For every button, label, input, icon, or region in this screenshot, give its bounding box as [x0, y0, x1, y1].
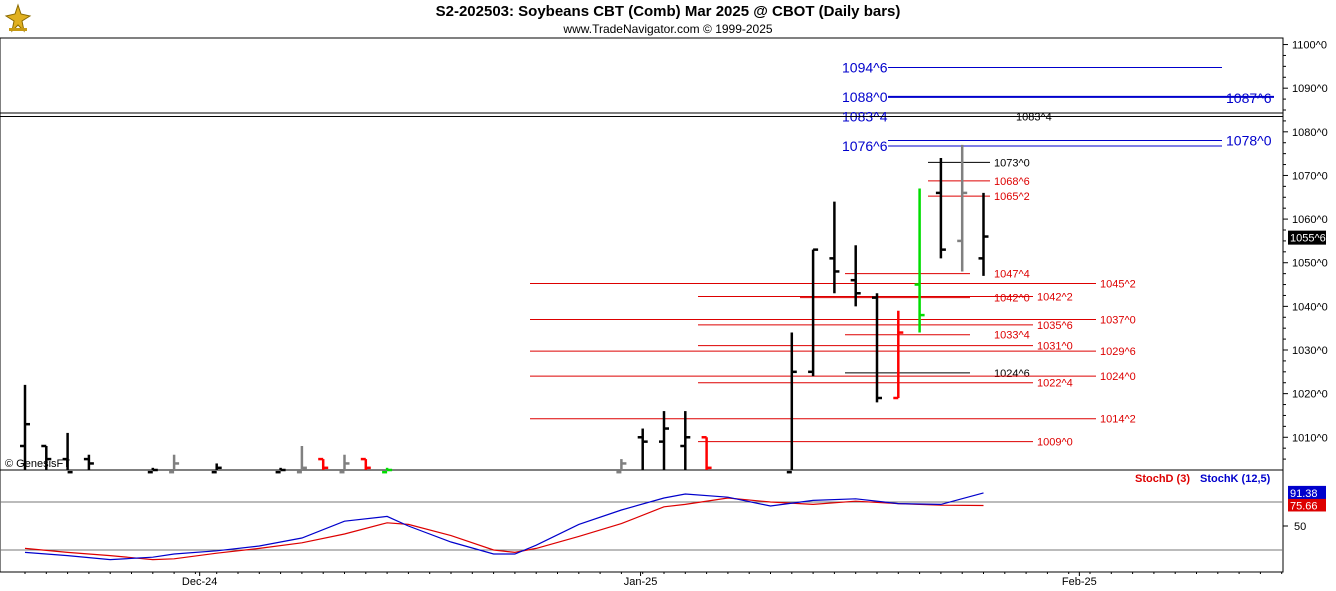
- stoch-series-line: [24, 497, 984, 561]
- price-axis: 1010^0 1020^0 1030^0 1040^0 1050^0 1060^0 1070…: [1282, 38, 1328, 572]
- x-tick-label: Feb-25: [1062, 576, 1097, 588]
- y-tick-label: 1050^0: [1292, 258, 1328, 270]
- level-label: 1014^2: [1100, 414, 1136, 426]
- level-label: 1022^4: [1037, 378, 1073, 390]
- genesis-logo-icon: [4, 3, 32, 33]
- level-label: 1024^6: [994, 368, 1030, 380]
- stoch-legend-label: StochD (3): [1135, 473, 1190, 485]
- level-label: 1078^0: [1226, 133, 1272, 149]
- level-label: 1065^2: [994, 191, 1030, 203]
- price-bars: [20, 144, 989, 474]
- level-label: 1035^6: [1037, 320, 1073, 332]
- level-label: 1042^0: [994, 293, 1030, 305]
- level-label: 1083^4: [1016, 112, 1052, 124]
- last-price-box: [1288, 230, 1326, 245]
- level-label: 1076^6: [842, 138, 888, 154]
- stoch-last-box: [1288, 485, 1326, 499]
- level-label: 1047^4: [994, 269, 1030, 281]
- genesis-watermark: © GenesisFT: [5, 458, 70, 470]
- y-tick-label: 1090^0: [1292, 83, 1328, 95]
- y-tick-label: 1100^0: [1292, 40, 1327, 52]
- level-label: 1045^2: [1100, 278, 1136, 290]
- level-label: 1024^0: [1100, 371, 1136, 383]
- level-label: 1033^4: [994, 330, 1030, 342]
- level-label: 1068^6: [994, 176, 1030, 188]
- plot-border: [0, 37, 1284, 573]
- level-label: 1037^0: [1100, 314, 1136, 326]
- x-tick-label: Dec-24: [182, 576, 217, 588]
- y-tick-label: 1060^0: [1292, 214, 1328, 226]
- level-label: 1042^2: [1037, 292, 1073, 304]
- y-tick-label: 1040^0: [1292, 301, 1328, 313]
- stoch-series-line: [24, 492, 984, 561]
- y-tick-label: 1030^0: [1292, 345, 1328, 357]
- level-label: 1094^6: [842, 59, 888, 75]
- last-price-label: 1055^6: [1290, 233, 1326, 245]
- chart-frame: [0, 37, 1284, 573]
- stoch-legend-label: StochK (12,5): [1200, 473, 1271, 485]
- stoch-last-box: [1288, 498, 1326, 512]
- y-tick-label: 1010^0: [1292, 432, 1328, 444]
- y-tick-label: 1070^0: [1292, 170, 1328, 182]
- level-label: 1009^0: [1037, 437, 1073, 449]
- level-label: 1088^0: [842, 89, 888, 105]
- x-tick-label: Jan-25: [624, 576, 658, 588]
- chart-title: S2-202503: Soybeans CBT (Comb) Mar 2025 …: [435, 3, 901, 20]
- level-label: 1073^0: [994, 157, 1030, 169]
- level-label: 1087^6: [1226, 90, 1272, 106]
- level-label: 1031^0: [1037, 341, 1073, 353]
- level-label: 1029^6: [1100, 346, 1136, 358]
- stoch-last-label: 91.38: [1290, 488, 1318, 500]
- y-tick-label: 1020^0: [1292, 389, 1328, 401]
- y-tick-label: 1080^0: [1292, 127, 1328, 139]
- date-axis: Dec-24 Jan-25 Feb-25: [24, 572, 1283, 588]
- stoch-last-label: 75.66: [1290, 500, 1318, 512]
- chart-subtitle: www.TradeNavigator.com © 1999-2025: [563, 22, 773, 36]
- stoch-y-label: 50: [1294, 521, 1306, 533]
- stochastic-panel: 50 75.66 StochD (3) 91.38 StochK (12,5): [0, 473, 1326, 561]
